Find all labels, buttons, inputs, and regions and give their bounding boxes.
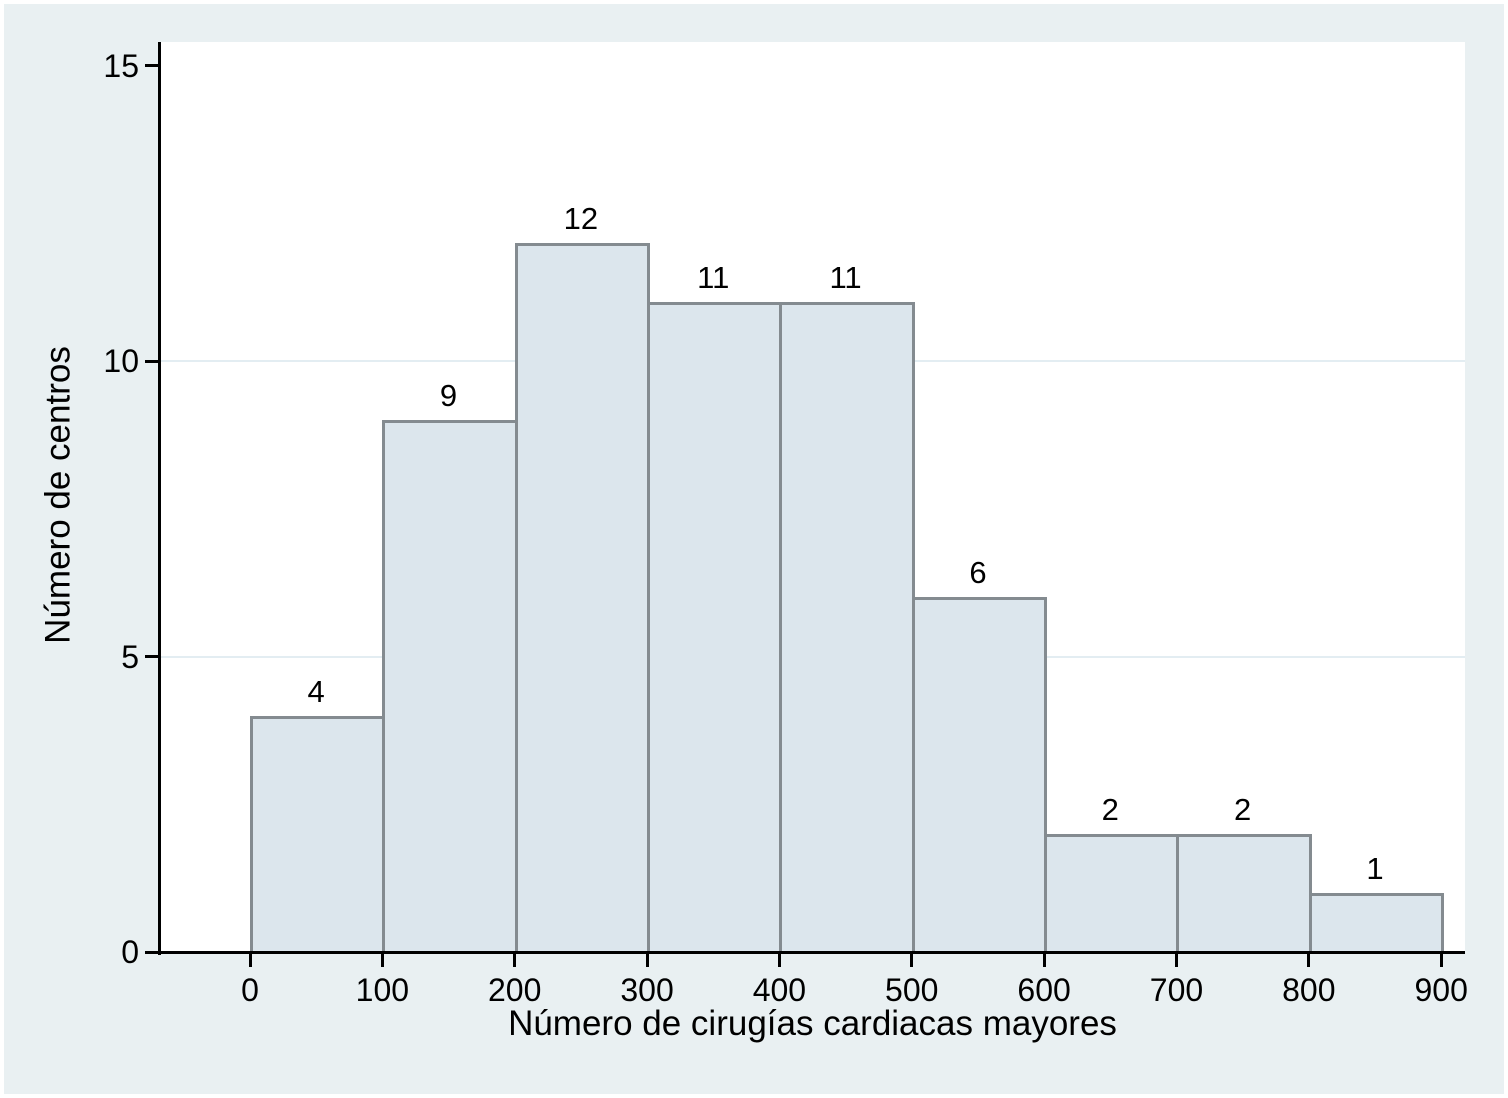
x-axis-tick bbox=[1307, 954, 1311, 967]
bar-value-label: 4 bbox=[307, 673, 325, 709]
x-tick-label: 0 bbox=[241, 972, 259, 1008]
x-tick-label: 300 bbox=[620, 972, 674, 1008]
x-axis-tick bbox=[513, 954, 517, 967]
x-axis-tick bbox=[248, 954, 252, 967]
histogram-bar bbox=[250, 715, 386, 953]
histogram-bar bbox=[514, 242, 651, 953]
x-tick-label: 200 bbox=[488, 972, 542, 1008]
bar-value-label: 11 bbox=[829, 260, 862, 295]
bar-value-label: 1 bbox=[1366, 850, 1384, 886]
y-tick-label: 5 bbox=[121, 638, 139, 675]
x-tick-label: 900 bbox=[1414, 972, 1468, 1008]
x-axis-line bbox=[158, 951, 1465, 954]
histogram-bar bbox=[1044, 833, 1180, 953]
y-axis-tick bbox=[145, 655, 158, 659]
x-axis-tick bbox=[1174, 954, 1178, 967]
histogram-bar bbox=[1308, 892, 1445, 953]
bar-value-label: 12 bbox=[563, 200, 599, 236]
x-tick-label: 700 bbox=[1149, 972, 1204, 1008]
x-tick-label: 400 bbox=[752, 972, 807, 1008]
bar-value-label: 11 bbox=[697, 260, 730, 295]
bar-value-label: 6 bbox=[969, 555, 987, 591]
x-axis-tick bbox=[1042, 954, 1046, 967]
x-axis-tick bbox=[777, 954, 781, 967]
histogram-bar bbox=[911, 597, 1048, 953]
x-axis-title: Número de cirugías cardiacas mayores bbox=[508, 1004, 1117, 1043]
y-axis-tick bbox=[145, 950, 158, 954]
x-axis-tick bbox=[645, 954, 649, 967]
histogram-bar bbox=[382, 420, 518, 953]
histogram-bar bbox=[647, 302, 783, 953]
histogram-bar bbox=[1176, 833, 1312, 953]
histogram-bar bbox=[779, 302, 915, 953]
y-tick-label: 10 bbox=[103, 343, 139, 380]
y-axis-title: Número de centros bbox=[38, 346, 78, 644]
y-axis-line bbox=[158, 42, 161, 955]
y-axis-tick bbox=[145, 359, 158, 363]
y-axis-tick bbox=[145, 64, 158, 68]
x-tick-label: 500 bbox=[885, 972, 939, 1008]
x-tick-label: 100 bbox=[355, 972, 410, 1008]
bar-value-label: 9 bbox=[439, 378, 458, 414]
x-axis-tick bbox=[380, 954, 384, 967]
y-tick-label: 15 bbox=[103, 47, 139, 84]
bar-value-label: 2 bbox=[1101, 791, 1119, 827]
bar-value-label: 2 bbox=[1234, 791, 1252, 827]
y-tick-label: 0 bbox=[121, 934, 139, 970]
x-axis-tick bbox=[910, 954, 914, 967]
x-axis-tick bbox=[1439, 954, 1443, 967]
x-tick-label: 800 bbox=[1282, 972, 1336, 1008]
x-tick-label: 600 bbox=[1017, 972, 1071, 1008]
